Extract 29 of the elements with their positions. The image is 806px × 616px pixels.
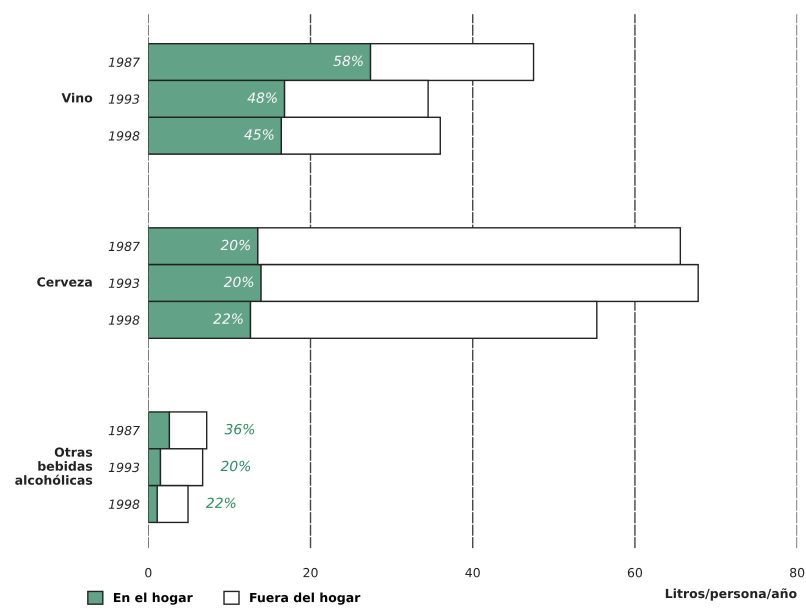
y-tick-label: 1998 [108,500,140,509]
annotation: 22% [213,313,243,324]
annotation: 58% [333,56,363,66]
y-tick-label: 1993 [108,462,140,472]
annotation: 20% [220,240,250,250]
x-tick-label: 20 [303,568,318,578]
y-tick-label: 1998 [108,315,140,325]
text: Cerveza [37,277,92,287]
legend-label: En el hogar [114,592,193,605]
y-tick-label: 1993 [108,278,140,288]
annotation: 36% [224,424,254,434]
x-tick-label: 40 [465,568,480,578]
text: Vino [62,92,92,103]
y-tick-label: 1998 [108,131,140,141]
y-tick-label: 1987 [108,426,140,436]
annotation: 22% [206,498,236,508]
x-tick-label: 60 [628,568,642,578]
annotation: 48% [247,92,277,103]
x-tick-label: 80 [790,568,804,578]
text: Otras bebidas alcohólicas [15,447,92,485]
x-tick-label: 0 [145,568,152,578]
annotation: 20% [224,276,254,288]
annotation: 45% [244,129,274,140]
y-tick-label: 1993 [108,94,140,104]
legend-label: Fuera del hogar [250,592,360,605]
y-tick-label: 1987 [108,58,140,67]
x-axis-title: Litros/persona/año [666,588,797,601]
y-tick-label: 1987 [108,242,140,252]
annotation: 20% [220,460,250,472]
